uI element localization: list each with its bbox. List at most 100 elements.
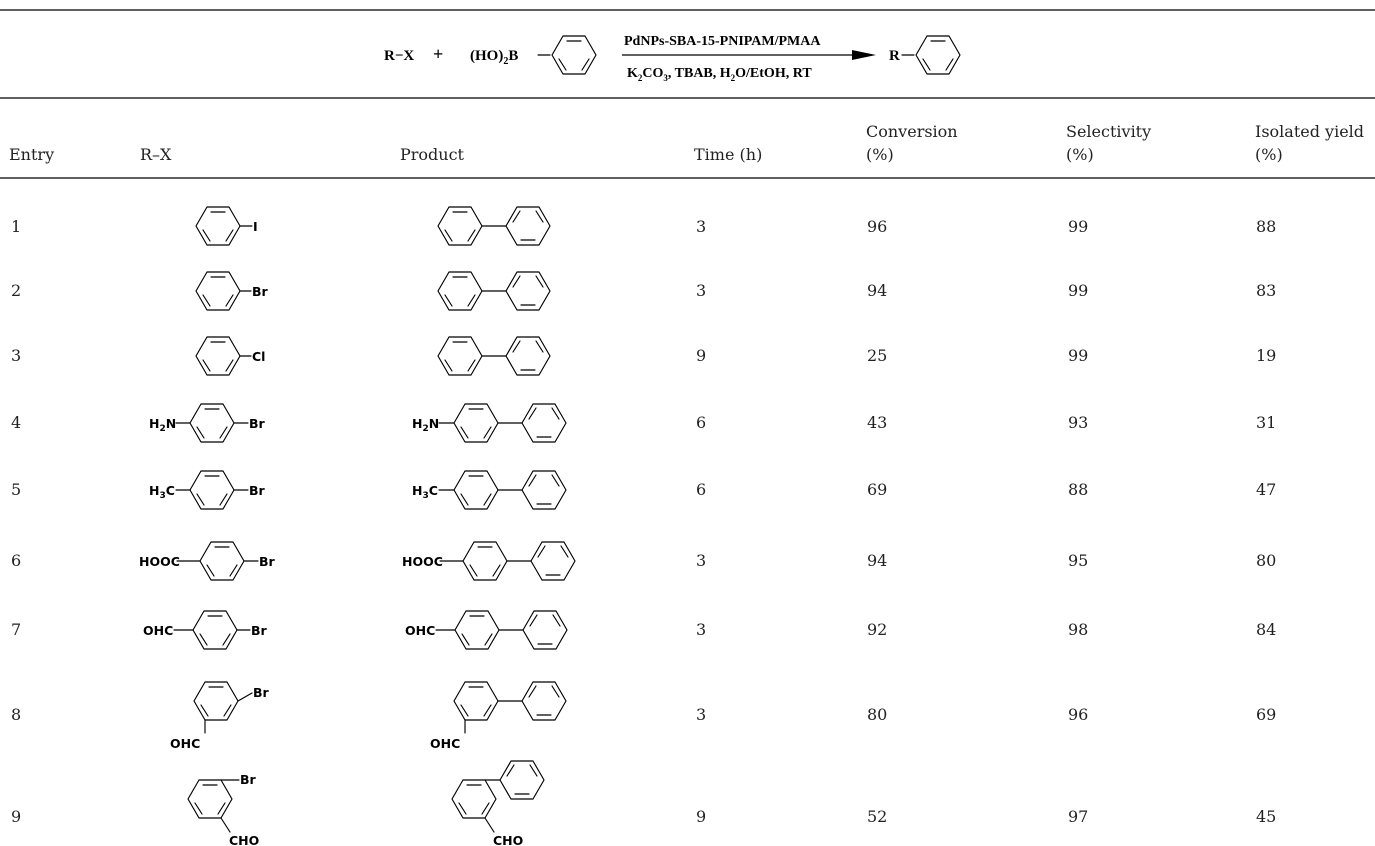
product-structure-methylbiphenyl: H3C (412, 471, 566, 509)
cell-yield: 83 (1256, 281, 1276, 300)
cell-conversion: 25 (867, 346, 887, 365)
table-row: 8 3 80 96 69 (11, 705, 1276, 724)
rx-structure-bromotoluene: H3C Br (149, 470, 266, 510)
svg-text:OHC: OHC (170, 736, 200, 751)
table-row: 2 3 94 99 83 (11, 281, 1276, 300)
cell-time: 3 (696, 705, 706, 724)
rx-structure-3-bromobenzaldehyde: Br OHC (170, 681, 270, 751)
svg-text:Br: Br (253, 685, 270, 700)
rx-structure-bromoaniline: H2N Br (149, 403, 266, 443)
svg-text:CHO: CHO (229, 833, 259, 846)
cell-yield: 84 (1256, 620, 1276, 639)
cell-yield: 47 (1256, 480, 1276, 499)
svg-text:Br: Br (251, 623, 268, 638)
svg-text:Br: Br (240, 772, 257, 787)
cell-entry: 3 (11, 346, 21, 365)
svg-text:HOOC: HOOC (139, 554, 180, 569)
svg-text:Br: Br (249, 416, 266, 431)
cell-selectivity: 88 (1068, 480, 1088, 499)
cell-conversion: 92 (867, 620, 887, 639)
scheme-product: R (889, 48, 900, 64)
svg-text:H3C: H3C (149, 483, 175, 501)
cell-yield: 80 (1256, 551, 1276, 570)
table-row: 3 9 25 99 19 (11, 346, 1276, 365)
cell-entry: 4 (11, 413, 21, 432)
cell-selectivity: 98 (1068, 620, 1088, 639)
cell-yield: 31 (1256, 413, 1276, 432)
product-structure-biphenylcarboxylic-acid: HOOC (402, 542, 575, 580)
svg-text:Br: Br (259, 554, 276, 569)
cell-selectivity: 93 (1068, 413, 1088, 432)
rx-structures: I Br Cl H2N Br H3C Br (139, 206, 276, 846)
rx-structure-2-bromobenzaldehyde: Br CHO (187, 772, 259, 846)
cell-yield: 45 (1256, 807, 1276, 826)
svg-text:H2N: H2N (412, 416, 439, 434)
cell-yield: 88 (1256, 217, 1276, 236)
cell-time: 3 (696, 217, 706, 236)
cell-yield: 69 (1256, 705, 1276, 724)
cell-conversion: 43 (867, 413, 887, 432)
cell-selectivity: 95 (1068, 551, 1088, 570)
cell-time: 3 (696, 281, 706, 300)
product-structures: H2N H3C HOOC OHC OHC (402, 207, 575, 846)
svg-text:H3C: H3C (412, 483, 438, 501)
product-structure-2-biphenylcarbaldehyde: CHO (451, 760, 545, 846)
cell-selectivity: 99 (1068, 346, 1088, 365)
header-conversion: Conversion (866, 122, 958, 141)
header-selectivity: Selectivity (1066, 122, 1151, 141)
reaction-arrow-head (852, 50, 876, 60)
svg-text:HOOC: HOOC (402, 554, 443, 569)
cell-conversion: 80 (867, 705, 887, 724)
rx-structure-iodobenzene: I (195, 206, 258, 246)
cell-entry: 1 (11, 217, 21, 236)
cell-entry: 6 (11, 551, 21, 570)
product-structure-biphenyl (438, 272, 550, 310)
scheme-plus: + (433, 44, 443, 64)
svg-text:Cl: Cl (252, 349, 265, 364)
svg-text:CHO: CHO (493, 833, 523, 846)
svg-text:Br: Br (252, 284, 269, 299)
scheme-reactant: R−X (384, 48, 414, 64)
scheme-catalyst: PdNPs-SBA-15-PNIPAM/PMAA (624, 34, 821, 49)
rx-structure-bromobenzene: Br (195, 271, 269, 311)
header-time: Time (h) (694, 145, 762, 164)
cell-conversion: 94 (867, 551, 887, 570)
cell-time: 3 (696, 551, 706, 570)
cell-time: 6 (696, 413, 706, 432)
cell-conversion: 69 (867, 480, 887, 499)
header-yield-unit: (%) (1255, 145, 1283, 164)
rx-structure-bromobenzoic-acid: HOOC Br (139, 541, 276, 581)
cell-selectivity: 99 (1068, 217, 1088, 236)
cell-time: 9 (696, 346, 706, 365)
svg-text:OHC: OHC (405, 623, 435, 638)
product-structure-biphenylcarbaldehyde: OHC (405, 611, 567, 649)
cell-selectivity: 99 (1068, 281, 1088, 300)
table-row: 5 6 69 88 47 (11, 480, 1276, 499)
cell-entry: 8 (11, 705, 21, 724)
svg-text:Br: Br (249, 483, 266, 498)
cell-conversion: 94 (867, 281, 887, 300)
header-entry: Entry (9, 145, 54, 164)
product-structure-biphenyl (438, 207, 550, 245)
cell-time: 3 (696, 620, 706, 639)
cell-selectivity: 97 (1068, 807, 1088, 826)
table-row: 6 3 94 95 80 (11, 551, 1276, 570)
cell-entry: 9 (11, 807, 21, 826)
rx-structure-chlorobenzene: Cl (195, 336, 265, 376)
table-row: 4 6 43 93 31 (11, 413, 1276, 432)
header-product: Product (400, 145, 465, 164)
header-selectivity-unit: (%) (1066, 145, 1094, 164)
svg-text:OHC: OHC (143, 623, 173, 638)
product-structure-aminobiphenyl: H2N (412, 404, 566, 442)
cell-conversion: 96 (867, 217, 887, 236)
cell-yield: 19 (1256, 346, 1276, 365)
cell-entry: 5 (11, 480, 21, 499)
table-row: 9 9 52 97 45 (11, 807, 1276, 826)
cell-time: 6 (696, 480, 706, 499)
svg-text:I: I (253, 219, 258, 234)
reaction-scheme: R−X + (HO)2B PdNPs-SBA-15-PNIPAM/PMAA K2… (384, 34, 961, 83)
header-yield: Isolated yield (1255, 122, 1364, 141)
cell-entry: 7 (11, 620, 21, 639)
svg-text:OHC: OHC (430, 736, 460, 751)
